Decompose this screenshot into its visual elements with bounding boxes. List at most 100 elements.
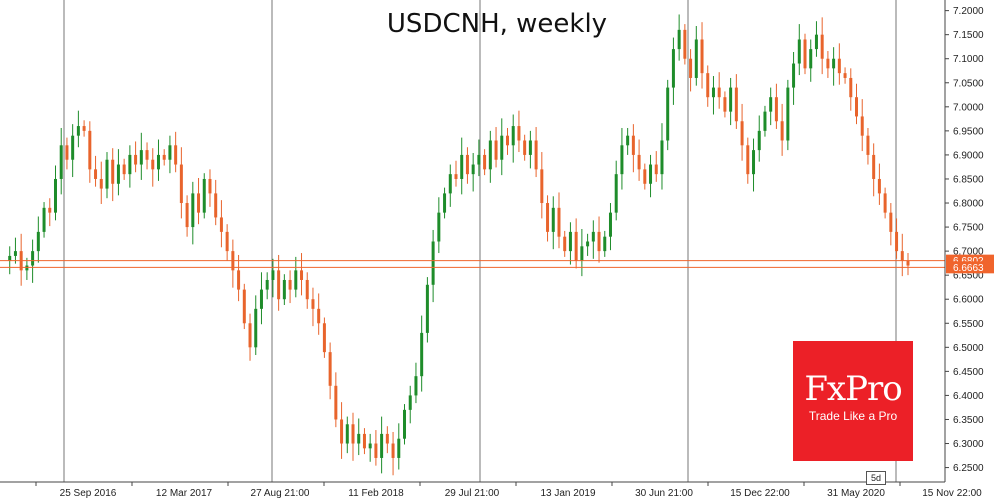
candle-body bbox=[454, 174, 458, 179]
candle-body bbox=[631, 135, 635, 155]
candle-body bbox=[265, 279, 269, 290]
y-tick-label: 6.9000 bbox=[953, 150, 984, 161]
candle-body bbox=[431, 241, 435, 285]
x-tick-label: 15 Nov 22:00 bbox=[922, 488, 982, 499]
candle-body bbox=[694, 39, 698, 78]
candle-body bbox=[769, 97, 773, 112]
candle-body bbox=[82, 126, 86, 131]
candle-body bbox=[649, 164, 653, 184]
candle-body bbox=[368, 443, 372, 449]
candle-body bbox=[500, 135, 504, 160]
y-tick-label: 6.4000 bbox=[953, 391, 984, 402]
y-tick-label: 6.3500 bbox=[953, 415, 984, 426]
candle-body bbox=[557, 207, 561, 237]
x-axis-ticks: 25 Sep 2016 12 Mar 2017 27 Aug 21:00 11 Feb… bbox=[35, 482, 982, 499]
candle-body bbox=[254, 308, 258, 348]
candle-body bbox=[334, 385, 338, 420]
candle-body bbox=[340, 419, 344, 444]
candle-body bbox=[883, 193, 887, 213]
y-tick-label: 6.9500 bbox=[953, 126, 984, 137]
candle-body bbox=[774, 97, 778, 122]
candle-body bbox=[614, 174, 618, 213]
candle-body bbox=[300, 270, 304, 280]
y-tick-label: 6.8000 bbox=[953, 199, 984, 210]
candles bbox=[8, 14, 910, 476]
candle-body bbox=[820, 34, 824, 59]
candle-body bbox=[568, 231, 572, 252]
candle-body bbox=[757, 130, 761, 151]
candle-body bbox=[608, 212, 612, 237]
y-tick-label: 6.4500 bbox=[953, 367, 984, 378]
period-marker[interactable]: 5d bbox=[866, 471, 886, 485]
y-tick-label: 6.7500 bbox=[953, 223, 984, 234]
candle-body bbox=[99, 178, 103, 189]
candle-body bbox=[849, 77, 853, 98]
candle-body bbox=[551, 207, 555, 232]
candle-body bbox=[832, 58, 836, 69]
candle-body bbox=[488, 140, 492, 170]
x-tick-label: 11 Feb 2018 bbox=[348, 488, 404, 499]
candle-body bbox=[637, 154, 641, 170]
candle-body bbox=[277, 270, 281, 300]
candle-body bbox=[717, 87, 721, 98]
candle-body bbox=[666, 87, 670, 141]
candle-body bbox=[752, 150, 756, 175]
candle-body bbox=[185, 203, 189, 228]
y-tick-label: 6.8500 bbox=[953, 174, 984, 185]
candle-body bbox=[597, 231, 601, 252]
candle-body bbox=[809, 49, 813, 69]
y-axis-ticks: 7.2000 7.1500 7.1000 7.0500 7.0000 6.9500 6.90… bbox=[945, 6, 984, 474]
candle-body bbox=[76, 126, 80, 136]
candle-body bbox=[437, 212, 441, 242]
current-price-lines bbox=[0, 260, 945, 268]
candle-body bbox=[895, 231, 899, 252]
candle-body bbox=[540, 169, 544, 204]
candle-body bbox=[814, 34, 818, 50]
candle-body bbox=[574, 231, 578, 261]
candle-body bbox=[866, 135, 870, 155]
candle-body bbox=[425, 284, 429, 333]
candle-body bbox=[59, 145, 63, 179]
candle-body bbox=[689, 58, 693, 78]
candle-body bbox=[294, 270, 298, 290]
candle-body bbox=[208, 178, 212, 194]
y-tick-label: 6.2500 bbox=[953, 463, 984, 474]
candle-body bbox=[860, 116, 864, 136]
x-tick-label: 27 Aug 21:00 bbox=[251, 488, 310, 499]
candle-body bbox=[237, 270, 241, 290]
candle-body bbox=[345, 424, 349, 444]
candle-body bbox=[511, 126, 515, 146]
candle-body bbox=[202, 178, 206, 213]
candle-body bbox=[139, 150, 143, 165]
candle-body bbox=[906, 260, 910, 266]
candle-body bbox=[837, 58, 841, 74]
y-tick-label: 7.2000 bbox=[953, 6, 984, 17]
candle-body bbox=[586, 241, 590, 247]
candle-body bbox=[197, 193, 201, 213]
y-tick-label: 6.6500 bbox=[953, 271, 984, 282]
candle-body bbox=[448, 174, 452, 194]
candle-body bbox=[534, 140, 538, 170]
candle-body bbox=[711, 87, 715, 98]
candle-body bbox=[271, 270, 275, 280]
candle-body bbox=[872, 154, 876, 179]
candle-body bbox=[242, 289, 246, 324]
candle-body bbox=[465, 154, 469, 175]
logo-wordmark: FxPro bbox=[804, 369, 902, 409]
candle-body bbox=[505, 135, 509, 146]
candle-body bbox=[471, 164, 475, 175]
candle-body bbox=[214, 193, 218, 218]
candle-body bbox=[8, 255, 12, 261]
candle-body bbox=[391, 443, 395, 458]
candle-body bbox=[191, 193, 195, 228]
price-label-box bbox=[946, 261, 994, 274]
candle-body bbox=[374, 443, 378, 458]
candle-body bbox=[328, 352, 332, 386]
candle-body bbox=[322, 323, 326, 353]
y-tick-label: 6.6000 bbox=[953, 295, 984, 306]
x-tick-label: 13 Jan 2019 bbox=[540, 488, 595, 499]
candle-body bbox=[403, 409, 407, 439]
candle-body bbox=[671, 49, 675, 88]
candle-body bbox=[797, 39, 801, 64]
